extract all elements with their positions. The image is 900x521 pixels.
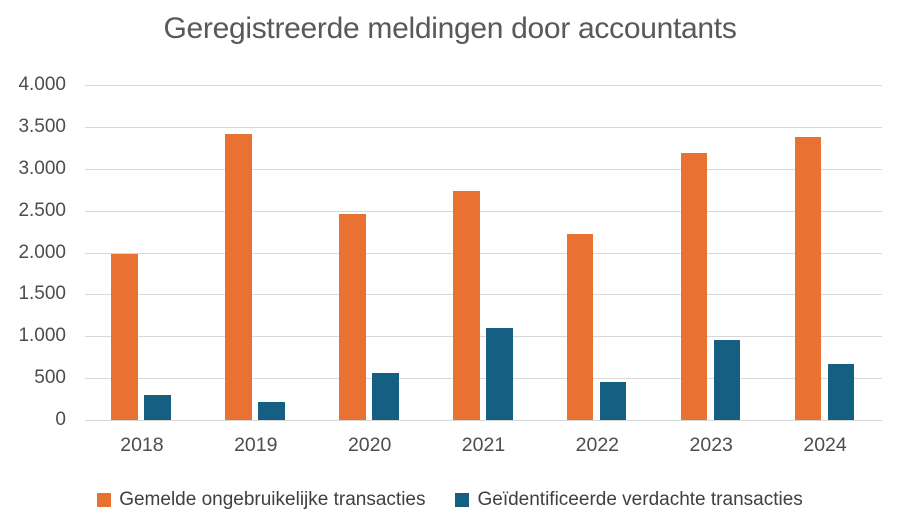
- bar-suspicious-2019: [258, 402, 285, 420]
- x-axis-label: 2018: [120, 434, 164, 456]
- y-axis-tick-label: 1.500: [18, 283, 66, 304]
- chart-title: Geregistreerde meldingen door accountant…: [163, 12, 737, 45]
- legend-swatch-suspicious: [455, 493, 470, 507]
- gridline: [85, 253, 882, 254]
- bar-unusual-2021: [453, 191, 480, 420]
- gridline: [85, 420, 882, 421]
- bar-suspicious-2021: [486, 327, 513, 420]
- y-axis-tick-label: 3.500: [18, 116, 66, 137]
- gridline: [85, 85, 882, 86]
- bar-suspicious-2020: [372, 373, 399, 420]
- legend-item-unusual: Gemelde ongebruikelijke transacties: [97, 489, 425, 511]
- bar-suspicious-2024: [827, 363, 855, 420]
- x-axis-label: 2020: [347, 434, 392, 456]
- legend-label-suspicious: Geïdentificeerde verdachte transacties: [477, 489, 803, 510]
- y-axis-tick-label: 500: [34, 367, 66, 388]
- y-axis-tick-label: 2.500: [18, 200, 66, 221]
- bar-unusual-2020: [339, 214, 366, 420]
- gridline: [85, 336, 882, 337]
- gridline: [85, 169, 882, 170]
- legend-label-unusual: Gemelde ongebruikelijke transacties: [119, 489, 426, 510]
- bar-unusual-2024: [794, 136, 822, 420]
- legend: Gemelde ongebruikelijke transacties Geïde…: [0, 489, 900, 511]
- x-axis-label: 2022: [575, 434, 620, 456]
- y-axis-tick-label: 2.000: [18, 242, 66, 263]
- x-axis-label: 2021: [461, 434, 506, 456]
- bar-suspicious-2022: [599, 382, 627, 420]
- gridline: [85, 378, 882, 379]
- gridline: [85, 127, 882, 128]
- bar-unusual-2018: [111, 254, 138, 420]
- y-axis-tick-label: 0: [55, 409, 66, 430]
- y-axis-tick-label: 1.000: [18, 325, 66, 346]
- x-axis-label: 2024: [803, 434, 847, 456]
- y-axis-tick-label: 3.000: [18, 158, 66, 179]
- gridline: [85, 294, 882, 295]
- bar-suspicious-2018: [144, 394, 171, 420]
- bar-suspicious-2023: [713, 340, 741, 420]
- x-axis-label: 2019: [234, 434, 278, 456]
- bar-unusual-2022: [566, 234, 594, 420]
- y-axis-tick-label: 4.000: [18, 74, 66, 95]
- legend-item-suspicious: Geïdentificeerde verdachte transacties: [455, 489, 803, 511]
- bar-unusual-2019: [225, 133, 252, 420]
- x-axis-label: 2023: [689, 434, 733, 456]
- legend-swatch-unusual: [97, 493, 112, 507]
- gridline: [85, 211, 882, 212]
- bar-unusual-2023: [680, 152, 708, 420]
